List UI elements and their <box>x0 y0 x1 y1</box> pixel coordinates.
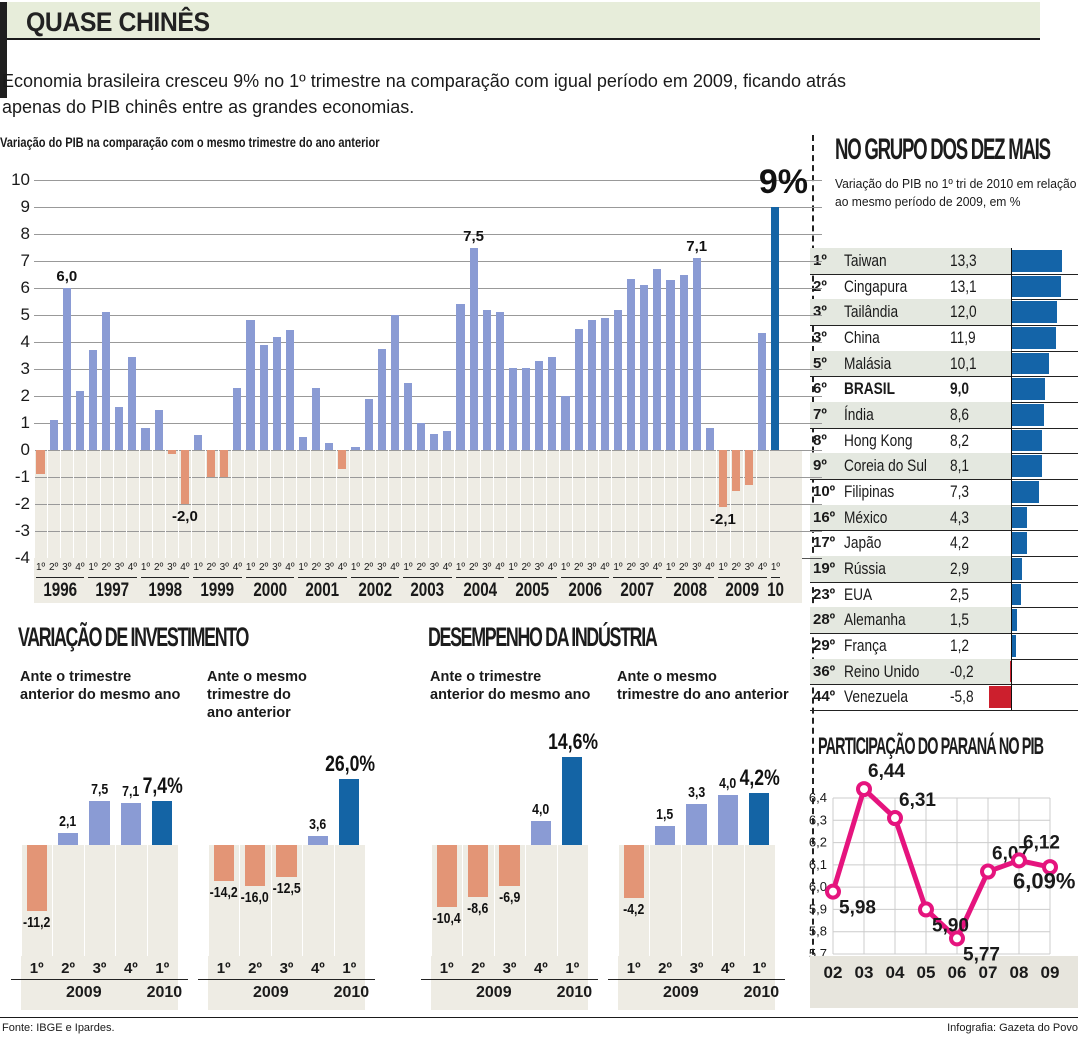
svg-text:06: 06 <box>948 963 967 982</box>
svg-text:09: 09 <box>1041 963 1060 982</box>
svg-text:05: 05 <box>917 963 936 982</box>
svg-text:5,90: 5,90 <box>932 915 969 936</box>
svg-text:5,98: 5,98 <box>839 898 876 919</box>
svg-text:02: 02 <box>824 963 843 982</box>
svg-text:6,12: 6,12 <box>1023 832 1060 853</box>
svg-text:6,3: 6,3 <box>809 812 827 827</box>
svg-text:6,4: 6,4 <box>809 790 827 805</box>
svg-text:5,8: 5,8 <box>809 924 827 939</box>
svg-text:08: 08 <box>1010 963 1029 982</box>
svg-text:6,31: 6,31 <box>899 790 936 811</box>
svg-text:03: 03 <box>855 963 874 982</box>
svg-text:6,2: 6,2 <box>809 835 827 850</box>
svg-text:6,0: 6,0 <box>809 879 827 894</box>
svg-text:5,9: 5,9 <box>809 901 827 916</box>
svg-text:6,09%: 6,09% <box>1013 868 1075 893</box>
svg-text:5,77: 5,77 <box>963 944 1000 965</box>
svg-text:6,1: 6,1 <box>809 857 827 872</box>
svg-text:07: 07 <box>979 963 998 982</box>
svg-text:04: 04 <box>886 963 905 982</box>
svg-text:6,44: 6,44 <box>868 761 905 782</box>
